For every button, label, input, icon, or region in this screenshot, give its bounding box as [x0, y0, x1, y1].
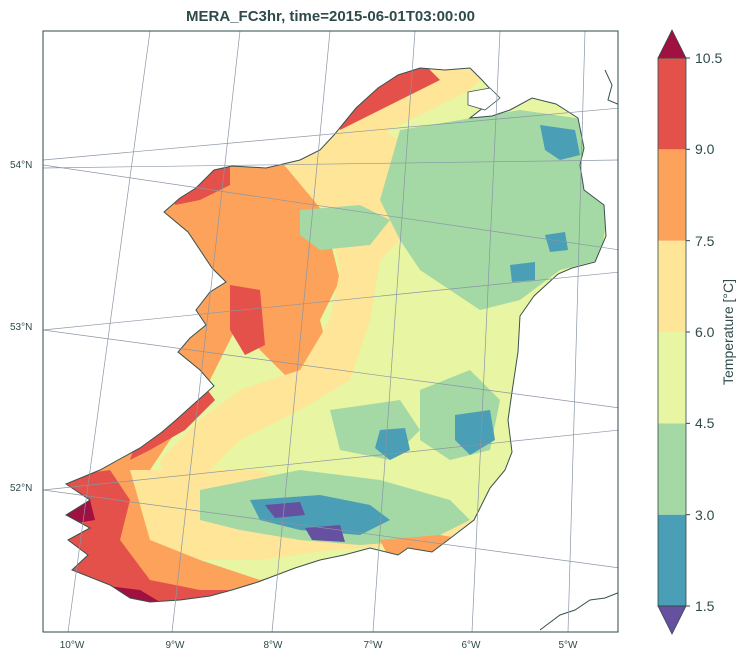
- colorbar-tick-label: 3.0: [695, 506, 715, 523]
- lake: [467, 87, 501, 111]
- map-title: MERA_FC3hr, time=2015-06-01T03:00:00: [186, 8, 475, 25]
- lon-tick-label: 5°W: [558, 640, 578, 651]
- colorbar-segment: [658, 514, 686, 606]
- colorbar-tick-label: 4.5: [695, 415, 715, 432]
- colorbar-over-triangle: [657, 29, 687, 59]
- lat-tick-label: 53°N: [10, 322, 33, 333]
- colorbar-tick-label: 7.5: [695, 232, 715, 249]
- colorbar-tick-label: 6.0: [695, 324, 715, 340]
- colorbar-segment: [658, 240, 686, 332]
- colorbar-label: Temperature [°C]: [720, 279, 736, 385]
- colorbar-tick-label: 9.0: [695, 141, 715, 158]
- lon-tick-label: 9°W: [165, 640, 185, 651]
- colorbar-under-triangle: [657, 605, 687, 635]
- colorbar-segment: [658, 332, 686, 424]
- colorbar-tick-label: 1.5: [695, 598, 715, 614]
- colorbar-tick-label: 10.5: [695, 50, 723, 66]
- lon-tick-label: 8°W: [263, 640, 283, 651]
- lat-tick-label: 52°N: [10, 483, 33, 494]
- colorbar: [657, 29, 690, 635]
- colorbar-segment: [658, 149, 686, 241]
- graticule: [43, 31, 618, 632]
- lon-tick-label: 7°W: [363, 640, 383, 651]
- colorbar-segment: [658, 58, 686, 150]
- lat-tick-label: 54°N: [10, 160, 33, 171]
- map-frame: [42, 30, 619, 633]
- lon-tick-label: 10°W: [59, 640, 85, 651]
- colorbar-segment: [658, 423, 686, 515]
- britain-coastline: [539, 69, 618, 631]
- ireland-coastline: [64, 67, 607, 603]
- lon-tick-label: 6°W: [461, 640, 481, 651]
